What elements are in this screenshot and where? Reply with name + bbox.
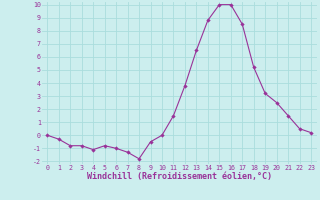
X-axis label: Windchill (Refroidissement éolien,°C): Windchill (Refroidissement éolien,°C) — [87, 172, 272, 181]
